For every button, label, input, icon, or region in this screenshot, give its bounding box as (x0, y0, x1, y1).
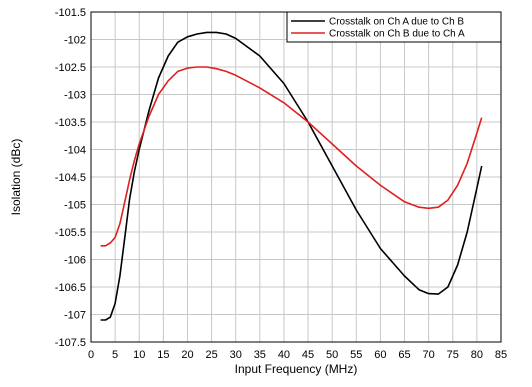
x-tick-label: 0 (88, 349, 94, 361)
x-tick-label: 75 (447, 349, 459, 361)
y-tick-label: -103 (64, 90, 86, 102)
series-line-2 (100, 66, 483, 247)
legend-box (286, 11, 502, 43)
series-layer (100, 31, 483, 321)
x-tick-label: 25 (205, 349, 217, 361)
x-tick-label: 10 (133, 349, 145, 361)
y-tick-label: -106.5 (55, 282, 86, 294)
x-tick-label: 40 (278, 349, 290, 361)
x-axis-title: Input Frequency (MHz) (235, 362, 358, 376)
y-tick-label: -103.5 (55, 117, 86, 129)
x-tick-label: 55 (350, 349, 362, 361)
legend-label-1: Crosstalk on Ch A due to Ch B (329, 17, 464, 28)
x-tick-label: 65 (398, 349, 410, 361)
x-tick-label: 20 (181, 349, 193, 361)
y-tick-label: -101.5 (55, 7, 86, 19)
x-tick-label: 30 (230, 349, 242, 361)
x-tick-labels: 0 5 10 15 20 25 30 35 40 45 50 55 60 65 70 75 80 85 (88, 349, 507, 361)
y-tick-label: -104.5 (55, 172, 86, 184)
y-tick-label: -102 (64, 35, 86, 47)
x-tick-label: 80 (471, 349, 483, 361)
y-tick-label: -104 (64, 145, 86, 157)
legend-label-2: Crosstalk on Ch B due to Ch A (329, 29, 465, 40)
series-line-1 (100, 31, 483, 321)
y-tick-label: -102.5 (55, 62, 86, 74)
y-axis-title: Isolation (dBc) (9, 139, 23, 216)
x-tick-label: 5 (112, 349, 118, 361)
y-tick-label: -105 (64, 200, 86, 212)
x-tick-label: 60 (374, 349, 386, 361)
x-tick-label: 85 (495, 349, 507, 361)
x-tick-label: 15 (157, 349, 169, 361)
x-tick-label: 45 (302, 349, 314, 361)
y-tick-label: -105.5 (55, 227, 86, 239)
x-tick-label: 70 (423, 349, 435, 361)
y-tick-label: -107 (64, 310, 86, 322)
y-tick-label: -106 (64, 255, 86, 267)
x-tick-label: 50 (326, 349, 338, 361)
x-tick-label: 35 (254, 349, 266, 361)
y-tick-labels: -101.5 -102 -102.5 -103 -103.5 -104 -104.5 -105… (55, 7, 86, 349)
y-tick-label: -107.5 (55, 337, 86, 349)
